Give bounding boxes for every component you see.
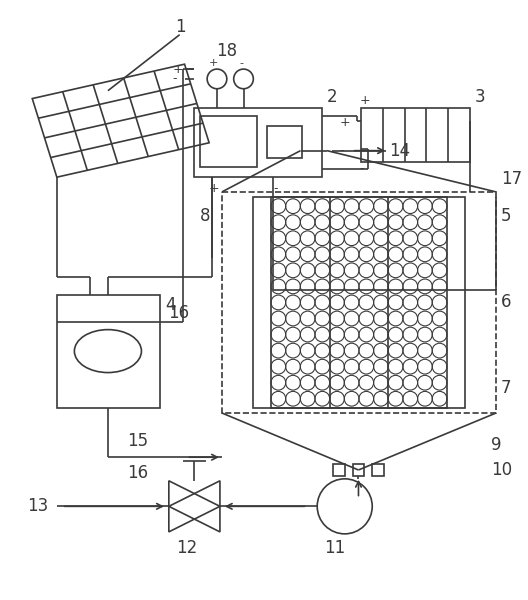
Bar — [267, 126, 303, 158]
Text: -: - — [340, 144, 344, 157]
Bar — [353, 464, 364, 476]
Text: 11: 11 — [324, 539, 345, 557]
Text: +: + — [360, 94, 370, 107]
Text: -: - — [240, 58, 243, 68]
Bar — [200, 116, 257, 167]
Text: 1: 1 — [175, 18, 185, 36]
Text: +: + — [209, 182, 220, 196]
Bar — [253, 197, 465, 408]
Text: 12: 12 — [176, 539, 197, 557]
Text: 17: 17 — [501, 170, 522, 188]
Text: 2: 2 — [327, 88, 338, 106]
Text: 5: 5 — [501, 208, 512, 226]
Bar — [271, 197, 447, 408]
Bar — [57, 295, 160, 408]
Text: 16: 16 — [128, 464, 149, 482]
Bar — [333, 464, 345, 476]
Text: 8: 8 — [200, 208, 211, 226]
Text: 3: 3 — [475, 88, 485, 106]
Text: 14: 14 — [389, 142, 410, 160]
Text: 6: 6 — [501, 293, 512, 311]
Text: 15: 15 — [128, 433, 149, 451]
Bar — [194, 109, 322, 177]
Text: -: - — [273, 182, 278, 196]
Text: +: + — [173, 62, 183, 76]
Text: 18: 18 — [216, 43, 237, 61]
Bar — [222, 192, 496, 413]
Text: -: - — [173, 73, 177, 85]
Bar — [362, 109, 469, 163]
Bar — [372, 464, 384, 476]
Text: 13: 13 — [27, 497, 49, 515]
Text: -: - — [360, 162, 364, 175]
Text: +: + — [340, 116, 351, 128]
Text: 9: 9 — [491, 436, 502, 454]
Text: 7: 7 — [501, 379, 512, 397]
Text: 4: 4 — [165, 296, 175, 314]
Text: +: + — [209, 58, 219, 68]
Text: 10: 10 — [491, 461, 512, 479]
Text: 16: 16 — [168, 304, 189, 322]
